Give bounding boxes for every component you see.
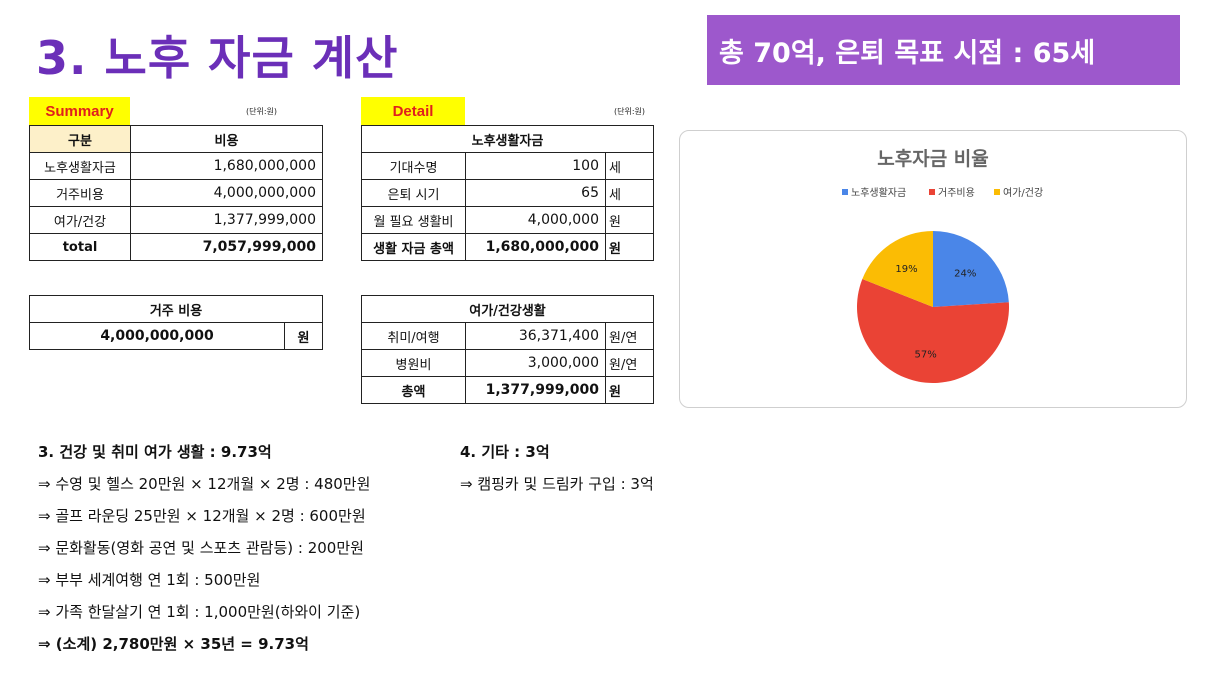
pie-slices: [857, 231, 1009, 383]
note-item: ⇒ 가족 한달살기 연 1회 : 1,000만원(하와이 기준): [38, 603, 361, 621]
legend-swatch: [994, 189, 1000, 195]
summary-unit: (단위:원): [246, 107, 278, 116]
note-item: ⇒ 문화활동(영화 공연 및 스포츠 관람등) : 200만원: [38, 539, 364, 557]
detail-table: 노후생활자금 기대수명 100 세 은퇴 시기 65 세 월 필요 생활비 4,…: [361, 125, 654, 261]
summary-value: 4,000,000,000: [130, 179, 323, 207]
table-row: 은퇴 시기 65 세: [361, 179, 654, 207]
detail-value: 100: [465, 152, 606, 180]
detail-header: 노후생활자금: [361, 125, 654, 153]
note-item: ⇒ 골프 라운딩 25만원 × 12개월 × 2명 : 600만원: [38, 507, 366, 525]
table-row: 월 필요 생활비 4,000,000 원: [361, 206, 654, 234]
detail-tag: Detail: [361, 97, 465, 125]
leisure-value: 1,377,999,000: [465, 376, 606, 404]
summary-header-category: 구분: [29, 125, 131, 153]
housing-table: 거주 비용 4,000,000,000 원: [29, 295, 323, 350]
legend-label: 노후생활자금: [851, 186, 906, 199]
leisure-unit-cell: 원/연: [605, 349, 654, 377]
chart-legend: 노후생활자금 거주비용 여가/건강: [842, 186, 1043, 199]
legend-label: 거주비용: [938, 187, 975, 199]
table-row: 취미/여행 36,371,400 원/연: [361, 322, 654, 350]
goal-banner: 총 70억, 은퇴 목표 시점 : 65세: [707, 15, 1180, 85]
table-row: 병원비 3,000,000 원/연: [361, 349, 654, 377]
pie-data-label: 19%: [895, 264, 917, 275]
detail-label: 생활 자금 총액: [361, 233, 466, 261]
detail-unit-cell: 원: [605, 206, 654, 234]
pie-chart: 노후자금 비율 노후생활자금 거주비용 여가/건강 24% 57% 19%: [842, 148, 1043, 383]
pie-slice: [857, 279, 1009, 383]
notes-left: 3. 건강 및 취미 여가 생활 : 9.73억 ⇒ 수영 및 헬스 20만원 …: [38, 436, 370, 660]
table-row: 기대수명 100 세: [361, 152, 654, 180]
page-title: 3. 노후 자금 계산: [36, 31, 399, 85]
leisure-unit-cell: 원/연: [605, 322, 654, 350]
summary-label: 여가/건강: [29, 206, 131, 234]
notes-left-heading: 3. 건강 및 취미 여가 생활 : 9.73억: [38, 443, 272, 461]
housing-header: 거주 비용: [29, 295, 323, 323]
detail-label: 월 필요 생활비: [361, 206, 466, 234]
leisure-value: 36,371,400: [465, 322, 606, 350]
detail-unit-cell: 세: [605, 152, 654, 180]
summary-total-value: 7,057,999,000: [130, 233, 323, 261]
housing-unit: 원: [284, 322, 323, 350]
housing-value: 4,000,000,000: [29, 322, 285, 350]
chart-title: 노후자금 비율: [877, 148, 989, 170]
summary-value: 1,680,000,000: [130, 152, 323, 180]
legend-swatch: [842, 189, 848, 195]
detail-value: 65: [465, 179, 606, 207]
legend-item: 여가/건강: [994, 187, 1043, 199]
detail-value: 4,000,000: [465, 206, 606, 234]
summary-label: 노후생활자금: [29, 152, 131, 180]
notes-left-subtotal: ⇒ (소계) 2,780만원 × 35년 = 9.73억: [38, 635, 309, 653]
summary-total-label: total: [29, 233, 131, 261]
detail-unit: (단위:원): [614, 107, 646, 116]
pie-labels: 24% 57% 19%: [895, 264, 976, 361]
leisure-unit-cell: 원: [605, 376, 654, 404]
detail-label: 은퇴 시기: [361, 179, 466, 207]
detail-value: 1,680,000,000: [465, 233, 606, 261]
legend-swatch: [929, 189, 935, 195]
note-item: ⇒ 부부 세계여행 연 1회 : 500만원: [38, 571, 261, 589]
legend-item: 거주비용: [929, 187, 975, 199]
leisure-label: 총액: [361, 376, 466, 404]
legend-item: 노후생활자금: [842, 186, 906, 199]
note-item: ⇒ 캠핑카 및 드림카 구입 : 3억: [460, 475, 654, 493]
leisure-value: 3,000,000: [465, 349, 606, 377]
summary-label: 거주비용: [29, 179, 131, 207]
legend-label: 여가/건강: [1003, 187, 1043, 199]
detail-unit-cell: 원: [605, 233, 654, 261]
summary-value: 1,377,999,000: [130, 206, 323, 234]
summary-tag: Summary: [29, 97, 130, 125]
pie-slice: [933, 231, 1009, 307]
leisure-label: 병원비: [361, 349, 466, 377]
table-row: 생활 자금 총액 1,680,000,000 원: [361, 233, 654, 261]
notes-right-heading: 4. 기타 : 3억: [460, 443, 550, 461]
table-row: 거주비용 4,000,000,000: [29, 179, 323, 207]
pie-data-label: 57%: [915, 350, 937, 361]
pie-data-label: 24%: [954, 269, 976, 280]
detail-unit-cell: 세: [605, 179, 654, 207]
leisure-label: 취미/여행: [361, 322, 466, 350]
detail-label: 기대수명: [361, 152, 466, 180]
notes-right: 4. 기타 : 3억 ⇒ 캠핑카 및 드림카 구입 : 3억: [460, 436, 654, 500]
table-row: 여가/건강 1,377,999,000: [29, 206, 323, 234]
pie-slice: [862, 231, 933, 307]
summary-header-cost: 비용: [130, 125, 323, 153]
note-item: ⇒ 수영 및 헬스 20만원 × 12개월 × 2명 : 480만원: [38, 475, 371, 493]
table-row: 노후생활자금 1,680,000,000: [29, 152, 323, 180]
leisure-table: 여가/건강생활 취미/여행 36,371,400 원/연 병원비 3,000,0…: [361, 295, 654, 404]
table-row: 총액 1,377,999,000 원: [361, 376, 654, 404]
summary-table: 구분 비용 노후생활자금 1,680,000,000 거주비용 4,000,00…: [29, 125, 323, 261]
table-row: total 7,057,999,000: [29, 233, 323, 261]
leisure-header: 여가/건강생활: [361, 295, 654, 323]
pie-chart-card: 노후자금 비율 노후생활자금 거주비용 여가/건강 24% 57% 19%: [679, 130, 1187, 408]
